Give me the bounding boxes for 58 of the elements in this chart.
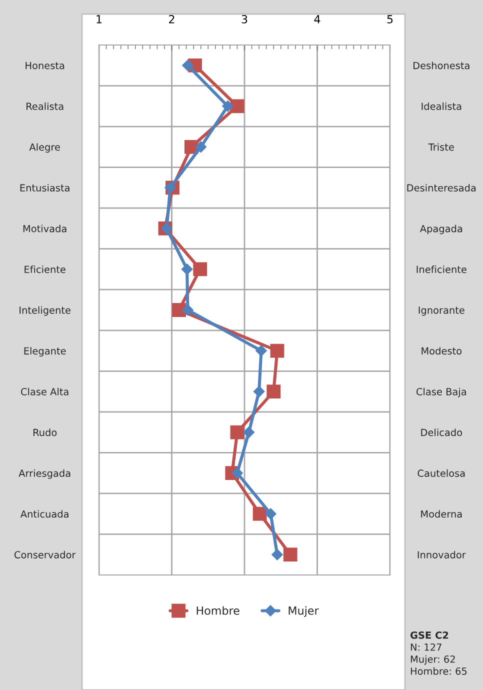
point: [195, 141, 206, 153]
x-tick-label: 4: [314, 15, 320, 24]
y2-tick-label: Desinteresada: [407, 184, 476, 192]
point: [181, 264, 193, 275]
point: [272, 549, 283, 560]
point: [266, 384, 281, 398]
y2-tick-label: Moderna: [421, 510, 462, 518]
text: Mujer: 62: [410, 655, 455, 665]
y2-tick-label: Deshonesta: [414, 62, 470, 70]
y-tick-label: Honesta: [26, 62, 64, 70]
point: [193, 262, 208, 276]
point: [256, 345, 267, 356]
y2-tick-label: Idealista: [422, 102, 462, 110]
point: [182, 60, 194, 71]
x-tick-label: 1: [96, 15, 102, 24]
y-tick-label: Inteligente: [20, 306, 70, 316]
y-tick-label: Realista: [26, 102, 64, 110]
y-tick-label: Rudo: [33, 428, 57, 436]
point: [172, 303, 186, 317]
y2-tick-label: Cautelosa: [418, 469, 465, 477]
y-tick-label: Eficiente: [24, 266, 66, 274]
y-tick-label: Alegre: [29, 143, 60, 153]
y-tick-label: Clase Alta: [21, 388, 68, 396]
point: [252, 506, 267, 521]
x-tick-label: 2: [169, 15, 174, 24]
y2-tick-label: Triste: [428, 143, 454, 151]
point: [161, 222, 172, 234]
x-tick-label: 3: [242, 15, 248, 24]
y2-tick-label: Innovador: [418, 550, 466, 558]
y-tick-label: Arriesgada: [18, 469, 70, 479]
point: [230, 99, 244, 114]
point: [270, 344, 284, 358]
point: [222, 100, 234, 112]
legend-label: Mujer: [288, 606, 319, 617]
y2-tick-label: Ignorante: [418, 306, 464, 316]
y2-tick-label: Clase Baja: [416, 388, 466, 398]
point: [283, 548, 298, 562]
text: GSE C2: [410, 631, 448, 639]
legend-label: Hombre: [196, 606, 240, 615]
point: [232, 467, 243, 479]
x-tick-label: 5: [387, 15, 393, 24]
y-tick-label: Motivada: [23, 224, 66, 232]
y2-tick-label: Modesto: [422, 347, 462, 355]
y2-tick-label: Ineficiente: [416, 266, 466, 274]
text: Hombre: 65: [410, 667, 467, 675]
y-tick-label: Elegante: [24, 347, 66, 356]
y-tick-label: Anticuada: [20, 510, 68, 518]
point: [182, 304, 194, 316]
point: [253, 386, 265, 398]
point: [265, 508, 276, 520]
point: [230, 425, 244, 440]
y2-tick-label: Apagada: [420, 224, 462, 234]
y-tick-label: Entusiasta: [20, 184, 70, 192]
text: N: 127: [410, 643, 442, 651]
y2-tick-label: Delicado: [421, 428, 462, 436]
y-tick-label: Conservador: [14, 550, 76, 558]
point: [243, 426, 254, 438]
point: [164, 182, 176, 194]
